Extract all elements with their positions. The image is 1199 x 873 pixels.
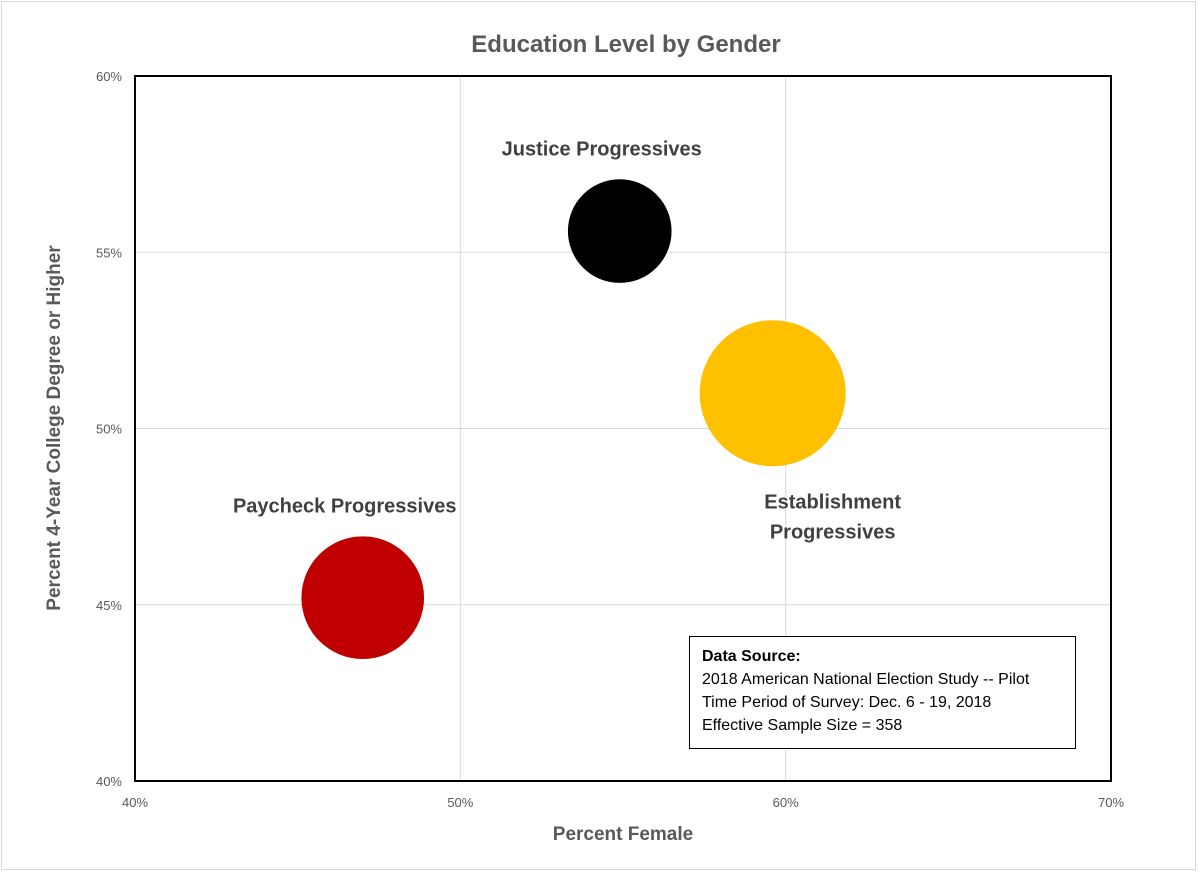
data-source-line-period: Time Period of Survey: Dec. 6 - 19, 2018 bbox=[702, 694, 992, 711]
data-source-box: Data Source: 2018 American National Elec… bbox=[689, 636, 1076, 749]
y-tick-label: 55% bbox=[96, 245, 122, 260]
point-labels: Justice Progressives Establishment Progres… bbox=[233, 138, 901, 543]
bubbles bbox=[301, 179, 846, 660]
y-axis-title: Percent 4-Year College Degree or Higher bbox=[44, 245, 65, 611]
point-label-establishment-progressives: Establishment bbox=[764, 491, 901, 513]
plot-area bbox=[134, 75, 1112, 782]
data-source-line-survey: 2018 American National Election Study --… bbox=[702, 671, 1030, 688]
y-tick-label: 40% bbox=[96, 774, 122, 789]
x-axis-title: Percent Female bbox=[553, 824, 693, 845]
x-axis-ticks: 40% 50% 60% 70% bbox=[122, 795, 1124, 810]
x-tick-label: 50% bbox=[447, 795, 473, 810]
x-tick-label: 40% bbox=[122, 795, 148, 810]
y-tick-label: 50% bbox=[96, 422, 122, 437]
point-label-paycheck-progressives: Paycheck Progressives bbox=[233, 495, 457, 517]
x-tick-label: 60% bbox=[773, 795, 799, 810]
chart-title: Education Level by Gender bbox=[471, 31, 780, 58]
y-tick-label: 60% bbox=[96, 69, 122, 84]
x-tick-label: 70% bbox=[1098, 795, 1124, 810]
bubble-establishment-progressives bbox=[699, 320, 846, 467]
y-axis-ticks: 40% 45% 50% 55% 60% bbox=[96, 69, 122, 789]
data-source-line-sample: Effective Sample Size = 358 bbox=[702, 717, 903, 734]
data-source-heading: Data Source: bbox=[702, 648, 801, 665]
bubble-justice-progressives bbox=[567, 179, 672, 283]
point-label-justice-progressives: Justice Progressives bbox=[502, 138, 702, 160]
bubble-paycheck-progressives bbox=[301, 536, 425, 660]
point-label-establishment-progressives: Progressives bbox=[770, 521, 896, 543]
y-tick-label: 45% bbox=[96, 598, 122, 613]
